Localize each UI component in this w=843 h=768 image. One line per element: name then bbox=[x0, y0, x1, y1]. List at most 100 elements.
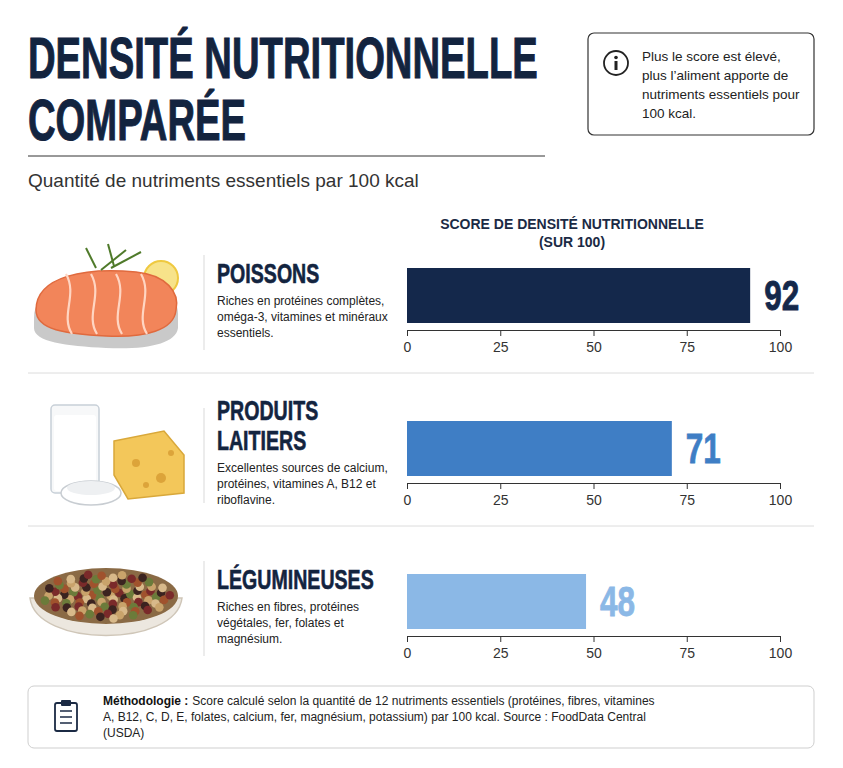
tick-label: 25 bbox=[493, 339, 509, 355]
illustration bbox=[34, 244, 178, 348]
tick-label: 50 bbox=[586, 645, 602, 661]
tick: 75 bbox=[679, 330, 695, 355]
tick-label: 50 bbox=[586, 492, 602, 508]
tick-label: 0 bbox=[404, 645, 412, 661]
tick: 25 bbox=[493, 636, 509, 661]
row-separator bbox=[28, 373, 814, 374]
text-line: nutriments essentiels pour bbox=[642, 87, 800, 102]
text-line: PRODUITS bbox=[217, 395, 318, 426]
title-group: COMPARÉE bbox=[28, 87, 246, 152]
legume bbox=[97, 571, 106, 580]
title: DENSITÉ NUTRITIONNELLE bbox=[28, 25, 538, 90]
data-label-group: 71 bbox=[686, 425, 721, 473]
category-label: LÉGUMINEUSES bbox=[217, 564, 374, 595]
text-line: Score calculé selon la quantité de 12 nu… bbox=[192, 694, 654, 708]
info-icon bbox=[604, 51, 628, 75]
text-line: riboflavine. bbox=[217, 493, 275, 507]
bars bbox=[407, 574, 586, 629]
text-line: LAITIERS bbox=[217, 425, 306, 456]
x-axis: 0 25 50 75 100 bbox=[404, 636, 793, 661]
tick-mark bbox=[407, 330, 408, 336]
tick-mark bbox=[500, 330, 501, 336]
tick-mark bbox=[780, 330, 781, 336]
text-line: A, B12, C, D, E, folates, calcium, fer, … bbox=[103, 710, 646, 724]
text-line: végétales, fer, folates et bbox=[217, 616, 344, 630]
data-label: 48 bbox=[600, 578, 635, 626]
bowl bbox=[61, 481, 121, 505]
bar bbox=[407, 268, 750, 323]
legume bbox=[155, 603, 164, 612]
bar bbox=[407, 574, 586, 629]
legume bbox=[45, 584, 54, 593]
text-line: Riches en protéines complètes, bbox=[217, 294, 384, 308]
milk bbox=[54, 415, 96, 491]
fish-stripe bbox=[141, 274, 147, 334]
divider bbox=[204, 255, 205, 350]
tick-mark bbox=[687, 483, 688, 489]
legume bbox=[51, 603, 60, 612]
legume bbox=[129, 611, 138, 620]
clipboard-icon bbox=[55, 700, 77, 731]
methodology-box bbox=[28, 686, 814, 748]
data-label-group: 92 bbox=[764, 272, 799, 320]
tick-mark bbox=[780, 636, 781, 642]
tick-label: 25 bbox=[493, 645, 509, 661]
info-box bbox=[588, 33, 814, 135]
tick: 75 bbox=[679, 636, 695, 661]
tick-mark bbox=[594, 483, 595, 489]
data-label: 92 bbox=[764, 272, 799, 320]
fish-stripe bbox=[66, 274, 72, 334]
subtitle: Quantité de nutriments essentiels par 10… bbox=[28, 170, 419, 191]
legume bbox=[85, 610, 94, 619]
tick: 25 bbox=[493, 483, 509, 508]
axis-title: SCORE DE DENSITÉ NUTRITIONNELLE(SUR 100) bbox=[440, 216, 704, 250]
tick-label: 0 bbox=[404, 339, 412, 355]
legume bbox=[158, 584, 167, 593]
info-icon-dot bbox=[614, 56, 618, 60]
title: COMPARÉE bbox=[28, 87, 246, 152]
cheese-hole bbox=[156, 473, 166, 483]
tick-label: 100 bbox=[769, 492, 793, 508]
legume-bed bbox=[34, 568, 178, 624]
text-line: 100 kcal. bbox=[642, 106, 696, 121]
category-label: PRODUITSLAITIERS bbox=[217, 395, 318, 456]
tick-label: 25 bbox=[493, 492, 509, 508]
dill bbox=[111, 252, 141, 268]
tick: 100 bbox=[769, 636, 793, 661]
text-line: Excellentes sources de calcium, bbox=[217, 461, 388, 475]
tick: 25 bbox=[493, 330, 509, 355]
description: Riches en protéines complètes,oméga-3, v… bbox=[217, 294, 388, 340]
dill bbox=[86, 248, 96, 268]
legume bbox=[75, 612, 84, 621]
tick: 100 bbox=[769, 483, 793, 508]
tick-label: 100 bbox=[769, 339, 793, 355]
category-group: PRODUITSLAITIERS bbox=[217, 395, 318, 456]
title-group: DENSITÉ NUTRITIONNELLE bbox=[28, 25, 538, 90]
legume bbox=[84, 570, 93, 579]
fish-stripe bbox=[91, 274, 97, 334]
category-label: POISSONS bbox=[217, 258, 319, 289]
bars bbox=[407, 421, 672, 476]
category-group: POISSONS bbox=[217, 258, 319, 289]
legume bbox=[109, 573, 118, 582]
clipboard-clip bbox=[61, 700, 71, 706]
axis-line bbox=[408, 637, 781, 643]
text-line: POISSONS bbox=[217, 258, 319, 289]
tick: 0 bbox=[404, 483, 412, 508]
bars bbox=[407, 268, 750, 323]
cheese-hole bbox=[143, 482, 149, 488]
category-group: LÉGUMINEUSES bbox=[217, 564, 374, 595]
tick: 0 bbox=[404, 330, 412, 355]
tick-label: 100 bbox=[769, 645, 793, 661]
legume bbox=[118, 571, 127, 580]
description: Riches en fibres, protéinesvégétales, fe… bbox=[217, 600, 359, 646]
tick-mark bbox=[500, 483, 501, 489]
legume bbox=[41, 596, 50, 605]
cheese-hole bbox=[132, 459, 140, 467]
tick-mark bbox=[687, 636, 688, 642]
tick-mark bbox=[407, 483, 408, 489]
legume bbox=[67, 608, 76, 617]
tick-label: 0 bbox=[404, 492, 412, 508]
legume bbox=[143, 606, 152, 615]
axis-line bbox=[408, 331, 781, 337]
